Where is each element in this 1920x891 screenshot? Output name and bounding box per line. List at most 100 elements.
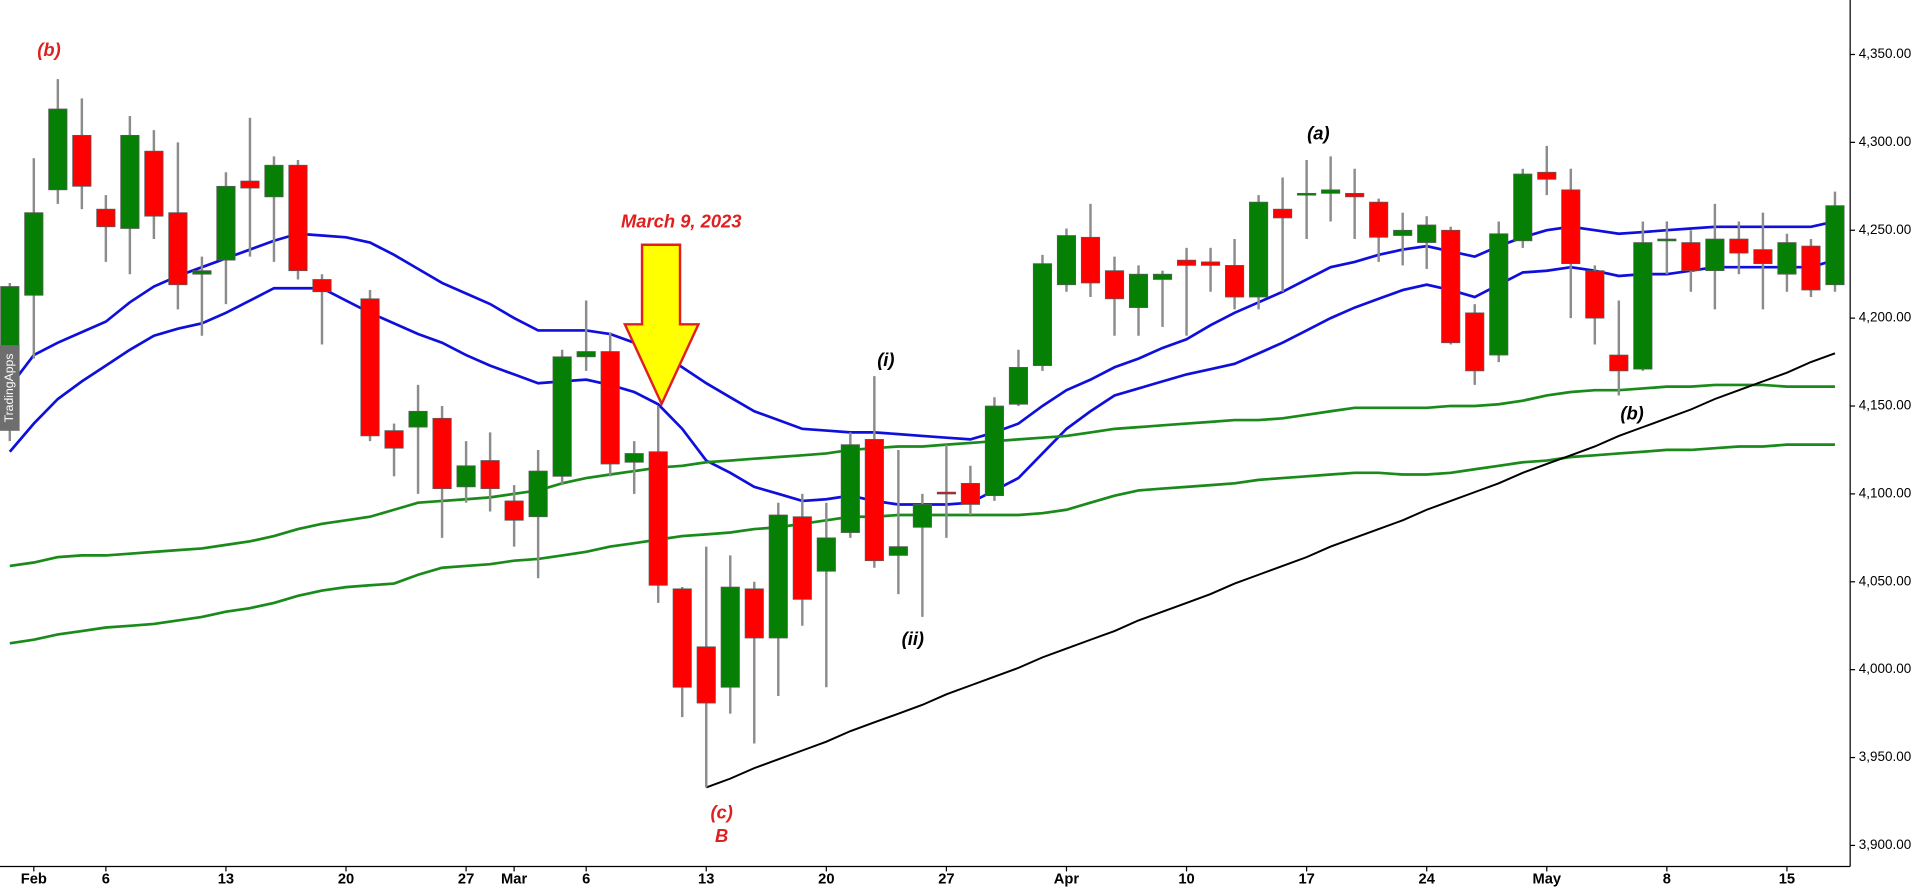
- candle-body: [792, 516, 812, 600]
- candle-body: [192, 270, 212, 275]
- x-tick-label: Apr: [1054, 872, 1080, 888]
- candle-body: [528, 470, 548, 518]
- candle-body: [552, 356, 572, 477]
- x-tick-label: 6: [102, 872, 110, 888]
- candle-body: [696, 646, 716, 704]
- candle-body: [1633, 242, 1653, 370]
- candle-body: [48, 108, 68, 191]
- x-tick-label: 8: [1663, 872, 1671, 888]
- x-tick-label: Feb: [21, 872, 47, 888]
- candle-body: [1537, 171, 1557, 180]
- candle-body: [864, 439, 884, 562]
- x-tick-label: 13: [698, 872, 714, 888]
- candle-body: [672, 588, 692, 688]
- x-tick-label: 27: [458, 872, 474, 888]
- annotation: March 9, 2023: [621, 211, 742, 232]
- candle-body: [1369, 201, 1389, 238]
- x-tick-label: 27: [938, 872, 954, 888]
- candle-body: [240, 180, 260, 189]
- candle-body: [1753, 249, 1773, 265]
- candle-body: [216, 185, 236, 261]
- annotation: (b): [1620, 403, 1643, 424]
- candle-body: [1321, 189, 1341, 194]
- candle-body: [888, 546, 908, 556]
- annotation: (c): [710, 802, 732, 823]
- annotation: (b): [37, 39, 60, 60]
- line: [9, 383, 1835, 568]
- candle-body: [1729, 238, 1749, 254]
- y-tick-label: 3,900.00: [1859, 837, 1911, 852]
- candle-body: [144, 150, 164, 217]
- candle-body: [72, 134, 92, 187]
- candle-body: [1777, 242, 1797, 275]
- candle-body: [504, 500, 524, 521]
- y-tick-label: 4,200.00: [1859, 310, 1911, 325]
- watermark: TradingApps: [2, 354, 16, 423]
- candle-body: [1825, 205, 1845, 286]
- candle-body: [984, 405, 1004, 497]
- candle-body: [1201, 261, 1221, 266]
- candle-body: [360, 298, 380, 437]
- arrow: [622, 243, 701, 407]
- candle-body: [1080, 236, 1101, 284]
- candle-body: [480, 460, 500, 489]
- candle-body: [912, 504, 932, 528]
- candle-body: [1104, 270, 1125, 300]
- candle-body: [24, 212, 44, 296]
- candle-body: [168, 212, 188, 286]
- candle-body: [1056, 235, 1077, 286]
- x-tick-label: May: [1532, 872, 1561, 888]
- candle-body: [1393, 229, 1413, 236]
- annotation: (a): [1307, 122, 1329, 143]
- candle-body: [1585, 270, 1605, 319]
- candle-body: [1345, 192, 1365, 198]
- candle-body: [840, 444, 860, 533]
- candle-body: [312, 279, 332, 293]
- candle-body: [936, 491, 956, 495]
- annotation: (i): [877, 349, 894, 370]
- y-tick-label: 4,250.00: [1859, 222, 1911, 237]
- candle-body: [1152, 273, 1173, 280]
- candle-body: [384, 430, 404, 449]
- candle-body: [816, 537, 836, 572]
- y-tick-label: 4,050.00: [1859, 573, 1911, 588]
- candle-body: [96, 208, 116, 228]
- x-tick-label: 20: [338, 872, 354, 888]
- annotation: B: [715, 825, 728, 846]
- y-tick-label: 4,150.00: [1859, 398, 1911, 413]
- x-tick-label: 15: [1779, 872, 1795, 888]
- candle-body: [1801, 245, 1821, 291]
- x-tick-label: Mar: [501, 872, 527, 888]
- candle-body: [960, 482, 980, 505]
- candle-body: [576, 351, 596, 358]
- x-tick-label: 20: [818, 872, 834, 888]
- candle-body: [1705, 238, 1725, 272]
- candles: [0, 79, 1845, 788]
- candle-body: [1008, 366, 1029, 405]
- candle-body: [1561, 189, 1581, 265]
- candle-body: [1513, 173, 1533, 242]
- x-tick-label: 10: [1178, 872, 1194, 888]
- candle-body: [1657, 238, 1677, 242]
- axes: 3,900.00 3,950.00 4,000.00 4,050.00 4,100.00…: [21, 46, 1911, 888]
- x-tick-label: 13: [218, 872, 234, 888]
- candle-body: [1489, 233, 1509, 356]
- x-tick-label: 24: [1419, 872, 1436, 888]
- x-tick-label: 17: [1298, 872, 1314, 888]
- y-tick-label: 4,350.00: [1859, 46, 1911, 61]
- candle-body: [120, 134, 140, 229]
- candle-body: [432, 417, 452, 489]
- line: [705, 352, 1836, 789]
- y-tick-label: 4,300.00: [1859, 134, 1911, 149]
- candle-body: [408, 410, 428, 428]
- candle-body: [600, 351, 620, 465]
- candle-body: [744, 588, 764, 639]
- candle-body: [768, 514, 788, 639]
- candle-body: [1441, 229, 1461, 344]
- candle-body: [456, 465, 476, 488]
- candle-body: [624, 453, 644, 463]
- x-tick-label: 6: [582, 872, 590, 888]
